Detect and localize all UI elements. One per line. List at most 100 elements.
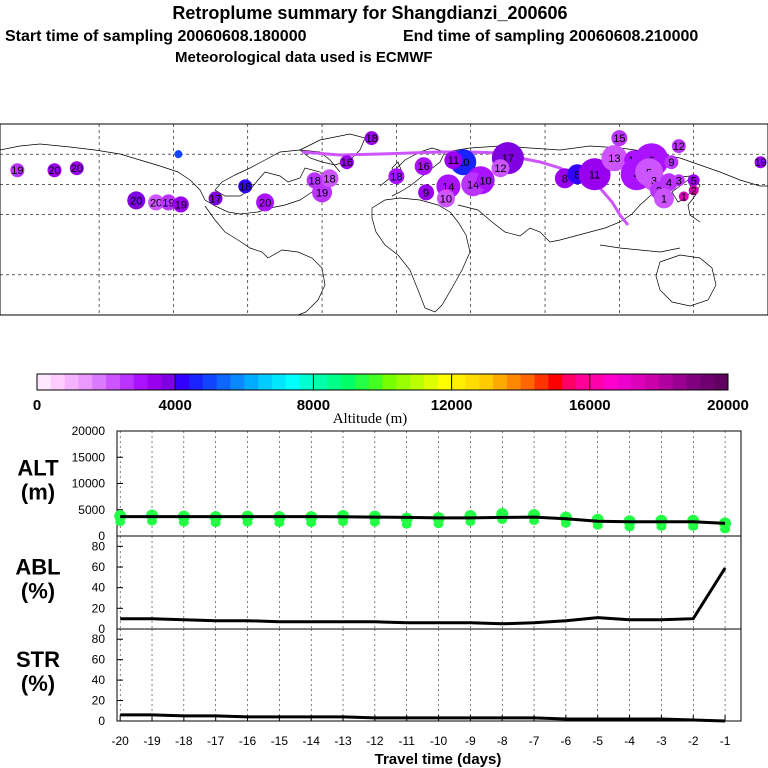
- plume-label: 16: [341, 157, 353, 169]
- colorbar-segment: [189, 374, 204, 390]
- colorbar-segment: [327, 374, 342, 390]
- plume-circle: [10, 163, 25, 178]
- plume-marker: 19: [312, 182, 333, 203]
- coast-south-america: [267, 249, 326, 316]
- y-tick-label: 20: [92, 601, 106, 615]
- colorbar-label: Altitude (m): [333, 411, 408, 427]
- y-tick-label: 40: [92, 673, 106, 687]
- scatter-point-lower: [338, 518, 349, 527]
- chart-title: Retroplume summary for Shangdianzi_20060…: [172, 3, 567, 23]
- plume-circle: [436, 189, 455, 208]
- colorbar-segment: [64, 374, 79, 390]
- scatter-point-lower: [242, 518, 253, 527]
- plume-label: 19: [162, 197, 174, 209]
- plume-circle: [208, 191, 223, 206]
- y-tick-label: 0: [98, 529, 105, 543]
- x-tick-label: -8: [497, 734, 508, 748]
- plume-marker: 15: [611, 130, 628, 147]
- plume-marker: 18: [364, 131, 379, 146]
- colorbar-segment: [672, 374, 688, 390]
- plume-circle: [678, 191, 689, 202]
- plume-circle: [476, 171, 495, 190]
- x-tick-label: -3: [656, 734, 667, 748]
- plume-circle: [339, 155, 354, 170]
- colorbar-segment: [700, 374, 715, 390]
- colorbar-segment: [244, 374, 259, 390]
- plume-label: 16: [418, 161, 430, 173]
- scatter-point-lower: [433, 520, 444, 529]
- y-tick-label: 60: [92, 653, 106, 667]
- plume-circle: [418, 184, 435, 201]
- x-tick-label: -16: [239, 734, 257, 748]
- x-tick-label: -12: [366, 734, 384, 748]
- x-tick-label: -7: [529, 734, 540, 748]
- plume-marker: 12: [671, 139, 686, 154]
- y-tick-label: 20: [92, 694, 106, 708]
- subtitle-met: Meteorological data used is ECMWF: [175, 49, 433, 66]
- plume-marker: 1: [678, 191, 689, 203]
- plume-marker: 20: [47, 163, 62, 178]
- colorbar-segment: [230, 374, 245, 390]
- colorbar-segment: [147, 374, 162, 390]
- plume-marker: 17: [208, 191, 223, 206]
- colorbar-segment: [645, 374, 660, 390]
- plume-circle: [491, 159, 510, 178]
- colorbar-segment: [631, 374, 646, 390]
- plume-label: 1: [661, 193, 667, 205]
- plume-circle: [578, 158, 611, 191]
- y-tick-label: 40: [92, 581, 106, 595]
- plume-label: 1: [681, 191, 687, 203]
- x-tick-label: -18: [175, 734, 193, 748]
- colorbar-segment: [133, 374, 149, 390]
- plume-label: 19: [754, 157, 766, 169]
- scatter-point-lower: [656, 522, 667, 531]
- plume-circle: [69, 161, 84, 176]
- plume-marker: 20: [148, 194, 165, 211]
- colorbar-segments: [37, 374, 729, 390]
- x-tick-label: -1: [720, 734, 731, 748]
- colorbar-segment: [119, 374, 135, 390]
- plume-label: 17: [209, 193, 221, 205]
- plume-marker: 9: [418, 184, 435, 201]
- panel-label: STR: [16, 647, 60, 672]
- series-line-alt: [120, 515, 726, 525]
- scatter-point-lower: [306, 519, 317, 528]
- plume-marker: 18: [388, 168, 405, 185]
- scatter-point-lower: [274, 519, 285, 528]
- panel-label: ALT: [17, 456, 59, 481]
- panel-alt: 0 5000 10000 15000 20000 ALT(m): [17, 424, 742, 543]
- x-tick-label: -4: [624, 734, 635, 748]
- plume-circle: [653, 188, 674, 209]
- plume-marker: 10: [476, 171, 495, 190]
- colorbar-segment: [161, 374, 176, 390]
- x-axis-label: Travel time (days): [375, 751, 502, 768]
- coast-australia: [655, 254, 717, 307]
- plume-marker: [174, 150, 183, 159]
- plume-circle: [306, 172, 323, 189]
- panel-unit: (m): [21, 480, 55, 505]
- plume-label: 18: [323, 173, 335, 185]
- colorbar-segment: [175, 374, 190, 390]
- colorbar-segment: [368, 374, 383, 390]
- coast-central-america: [204, 205, 269, 259]
- plume-marker: 18: [320, 169, 339, 188]
- colorbar-segment: [202, 374, 218, 390]
- colorbar-segment: [686, 374, 701, 390]
- x-tick-label: -2: [688, 734, 699, 748]
- plume-marker: 16: [339, 155, 354, 170]
- plume-label: 12: [673, 141, 685, 153]
- plume-marker: 3: [672, 174, 685, 187]
- x-tick-label: -9: [465, 734, 476, 748]
- panel-unit: (%): [21, 671, 55, 696]
- y-tick-label: 15000: [72, 450, 106, 464]
- plume-label: 18: [390, 171, 402, 183]
- scatter-point-lower: [529, 517, 540, 525]
- colorbar-segment: [258, 374, 273, 390]
- plume-marker: 19: [172, 196, 189, 213]
- colorbar-segment: [603, 374, 618, 390]
- colorbar-segment: [382, 374, 397, 390]
- y-tick-label: 80: [92, 632, 106, 646]
- colorbar-segment: [451, 374, 466, 390]
- plume-label: 2: [691, 185, 697, 197]
